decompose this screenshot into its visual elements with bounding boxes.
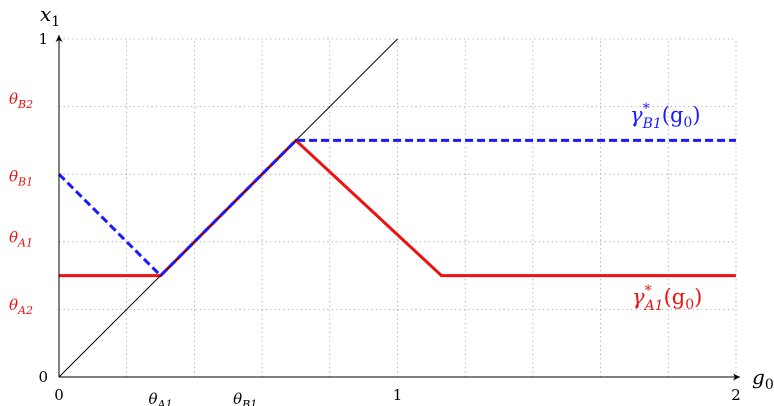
x-tick-label: 0 <box>54 386 64 404</box>
y-axis-arrow-icon <box>55 35 63 42</box>
y-theta-label: θA1 <box>9 228 33 249</box>
y-tick-label: 0 <box>38 368 48 386</box>
y-tick-label: 1 <box>38 30 48 48</box>
x-axis-arrow-icon <box>733 373 740 381</box>
y-axis-title: x1 <box>40 2 60 30</box>
series-label-b1: γ* B1(g0) <box>630 101 701 132</box>
x-theta-label: θA1 <box>149 390 173 406</box>
x-theta-label: θB1 <box>233 390 257 406</box>
series-line-b1 <box>57 138 736 278</box>
grid <box>59 38 737 377</box>
labels: 0 1 2 0 1 θA1 θB1 θB2 θB1 θA1 θA2 g0 x1 γ* B1(g0) γ* A1(… <box>9 2 774 406</box>
series-label-a1: γ* A1(g0) <box>632 283 702 314</box>
y-theta-label: θB2 <box>9 90 33 111</box>
x-tick-label: 1 <box>393 386 403 404</box>
axes <box>55 35 740 381</box>
y-theta-label: θA2 <box>9 296 33 317</box>
x-tick-label: 2 <box>731 386 741 404</box>
x-axis-title: g0 <box>752 365 774 393</box>
y-theta-label: θB1 <box>9 168 33 189</box>
diagonal-line <box>58 38 398 378</box>
series-group <box>57 38 736 378</box>
